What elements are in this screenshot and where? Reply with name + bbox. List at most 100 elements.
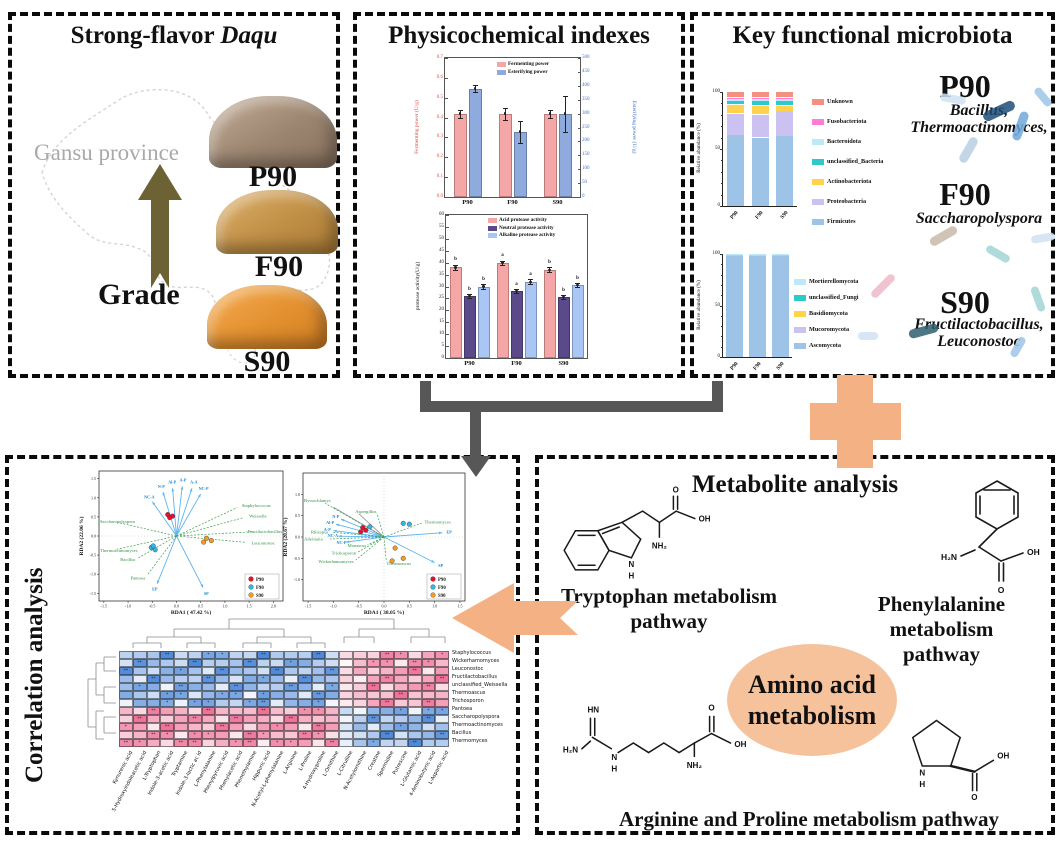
heatmap-cell <box>133 707 147 715</box>
heatmap-cell: ** <box>312 651 326 659</box>
heatmap-cell <box>257 715 271 723</box>
atom-label-o: O <box>673 485 679 494</box>
heatmap-cell: * <box>394 651 408 659</box>
y-tick-label: -1.0 <box>294 577 300 582</box>
heatmap-cell: ** <box>325 667 339 675</box>
y-tick <box>446 227 449 228</box>
y-tick <box>445 197 448 198</box>
heatmap-row-label: Saccharopolyspora <box>452 714 500 720</box>
heatmap-cell: * <box>174 691 188 699</box>
env-vector-label: NC-A <box>328 533 338 538</box>
atom-label-h2n: H₂N <box>563 746 578 755</box>
legend-row: Alkaline protease activity <box>488 232 555 240</box>
heatmap-cell <box>394 675 408 683</box>
legend-swatch <box>497 70 506 75</box>
heatmap-cell <box>174 707 188 715</box>
legend-row: Proteobacteria <box>812 198 883 205</box>
y-tick <box>446 251 449 252</box>
y-tick <box>720 357 724 358</box>
atom-label-h: H <box>919 780 925 789</box>
legend-label: Actinobacteriota <box>827 178 871 185</box>
legend-swatch <box>794 279 806 285</box>
y-tick-label: 0.0 <box>295 535 300 540</box>
y-tick <box>446 310 449 311</box>
heatmap-cell: ** <box>380 699 394 707</box>
heatmap-cell <box>243 667 257 675</box>
heatmap-cell <box>174 659 188 667</box>
sample-point <box>390 559 395 564</box>
heatmap-cell <box>394 739 408 747</box>
heatmap-cell <box>188 675 202 683</box>
stack-segment <box>727 105 744 114</box>
legend-swatch <box>812 159 824 165</box>
y-tick-label: 1.0 <box>295 492 300 497</box>
y2-tick <box>578 155 581 156</box>
y2-axis-title: Esterifying power (U/g) <box>631 87 637 167</box>
heatmap-cell <box>298 651 312 659</box>
x-tick-label: 0.5 <box>407 604 412 609</box>
bar <box>544 114 557 197</box>
legend-swatch <box>488 233 497 238</box>
heatmap-cell <box>339 675 353 683</box>
grade-label: Grade <box>98 278 180 312</box>
y-tick-label: 55 <box>429 224 444 229</box>
taxa-label: Rhizopus <box>311 529 329 534</box>
heatmap-cell: ** <box>284 683 298 691</box>
heatmap-cell <box>353 723 367 731</box>
legend-label: F90 <box>438 586 446 591</box>
heatmap-cell: * <box>243 699 257 707</box>
heatmap-cell <box>422 675 436 683</box>
y-tick-label: 0.5 <box>428 95 443 100</box>
env-vector-label: Al-P <box>168 480 177 485</box>
heatmap-cell: ** <box>202 675 216 683</box>
heatmap-cell: * <box>119 723 133 731</box>
y-tick-label: 15 <box>429 319 444 324</box>
group-taxa-f90: Saccharopolyspora <box>864 210 1059 227</box>
bacteria-rod-illustration <box>985 244 1012 264</box>
legend-label: S90 <box>256 594 264 599</box>
legend-dot <box>431 585 436 590</box>
sample-point <box>393 546 398 551</box>
y-tick-label: 0.1 <box>428 174 443 179</box>
heatmap-cell <box>422 731 436 739</box>
marker-dot <box>482 285 484 287</box>
atom-label-o: O <box>708 704 714 713</box>
y-minor-tick <box>721 195 723 196</box>
heatmap-cell: ** <box>202 707 216 715</box>
legend-row: Actinobacteriota <box>812 178 883 185</box>
heatmap-cell <box>133 691 147 699</box>
heatmap-cell <box>353 707 367 715</box>
heatmap-cell <box>408 675 422 683</box>
heatmap-cell: ** <box>257 651 271 659</box>
sample-point <box>401 521 406 526</box>
correlation-heatmap: ****************************************… <box>119 651 449 747</box>
env-vector-label: N-P <box>158 484 165 489</box>
heatmap-cell: ** <box>325 739 339 747</box>
error-cap <box>547 272 552 273</box>
heatmap-cell: * <box>367 659 381 667</box>
heatmap-cell <box>243 715 257 723</box>
heatmap-cell <box>284 675 298 683</box>
y2-tick <box>578 128 581 129</box>
legend-label: P90 <box>438 578 446 583</box>
taxa-label: Alternaria <box>304 537 323 542</box>
heatmap-cell <box>257 723 271 731</box>
env-vector <box>176 488 191 536</box>
heatmap-cell <box>353 667 367 675</box>
stack-segment <box>752 92 769 97</box>
marker-dot <box>519 130 521 132</box>
heatmap-cell <box>215 699 229 707</box>
heatmap-cell <box>422 739 436 747</box>
legend-label: Mortierellomycota <box>809 278 858 285</box>
circle-line: Amino acid <box>748 669 876 700</box>
y-tick-label: 0.6 <box>428 75 443 80</box>
heatmap-cell <box>367 731 381 739</box>
heatmap-cell <box>270 715 284 723</box>
error-cap <box>518 121 523 122</box>
heatmap-cell <box>133 675 147 683</box>
y-tick <box>445 137 448 138</box>
atom-label-oh: OH <box>734 740 746 749</box>
group-taxa-p90: Bacillus, Thermoactinomyces, <box>864 102 1059 136</box>
env-vector-label: A-P <box>179 478 186 483</box>
